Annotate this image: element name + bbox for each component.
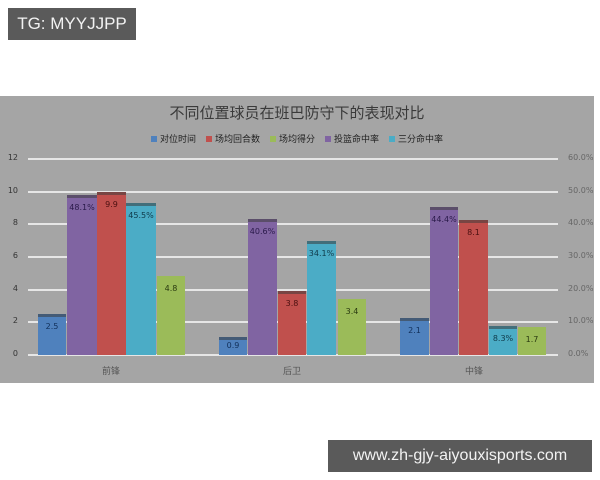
gridline xyxy=(28,256,558,258)
bar-3ppct-guard: 34.1% xyxy=(307,241,336,355)
gridline xyxy=(28,223,558,225)
legend-swatch-green xyxy=(269,135,276,142)
gridline xyxy=(28,158,558,160)
watermark-top: TG: MYYJJPP xyxy=(8,8,136,40)
bar-label: 40.6% xyxy=(249,227,276,236)
legend-label: 投篮命中率 xyxy=(334,135,380,145)
gridline xyxy=(28,191,558,193)
x-category-forward: 前锋 xyxy=(101,367,120,377)
bar-label: 48.1% xyxy=(69,203,95,212)
x-category-center: 中锋 xyxy=(464,367,483,377)
gridline-zero xyxy=(28,354,558,356)
bar-label: 3.4 xyxy=(345,307,359,316)
y-left-tick: 10 xyxy=(7,186,18,195)
bar-label: 8.1 xyxy=(467,228,480,237)
y-right-tick: 20.0% xyxy=(568,284,594,293)
y-left-tick: 6 xyxy=(12,251,18,260)
bar-points-center: 1.7 xyxy=(518,327,546,355)
chart-title: 不同位置球员在班巴防守下的表现对比 xyxy=(169,104,425,122)
legend-item-points: 场均得分 xyxy=(269,132,315,145)
legend-label: 对位时间 xyxy=(159,135,196,145)
bar-possessions-center: 8.1 xyxy=(459,220,488,355)
y-left-tick: 8 xyxy=(12,218,18,227)
legend-swatch-purple xyxy=(325,135,331,142)
bar-label: 45.5% xyxy=(128,211,154,220)
legend-label: 场均得分 xyxy=(278,135,315,145)
bar-label: 1.7 xyxy=(525,335,539,344)
legend-swatch-red xyxy=(205,135,212,142)
bar-label: 44.4% xyxy=(431,215,457,224)
bar-duration-forward: 2.5 xyxy=(38,314,66,355)
bar-label: 4.8 xyxy=(164,284,178,293)
y-right-tick: 0.0% xyxy=(568,349,589,358)
chart-legend: 对位时间 场均回合数 场均得分 投篮命中率 三分命中率 xyxy=(0,132,594,145)
bar-possessions-forward: 9.9 xyxy=(97,192,126,355)
bar-3ppct-center: 8.3% xyxy=(489,326,517,355)
legend-item-3p-pct: 三分命中率 xyxy=(389,132,443,145)
legend-label: 场均回合数 xyxy=(214,135,260,145)
legend-swatch-cyan xyxy=(389,135,396,142)
y-right-tick: 30.0% xyxy=(568,251,594,260)
y-right-tick: 40.0% xyxy=(568,218,594,227)
bar-label: 2.5 xyxy=(45,322,59,331)
y-left-tick: 12 xyxy=(7,153,18,162)
bar-duration-center: 2.1 xyxy=(400,318,429,355)
y-left-tick: 2 xyxy=(12,316,18,325)
bar-points-guard: 3.4 xyxy=(338,299,366,355)
y-left-tick: 4 xyxy=(12,284,18,293)
bar-label: 3.8 xyxy=(285,299,299,308)
y-right-tick: 50.0% xyxy=(568,186,594,195)
gridline xyxy=(28,289,558,291)
legend-swatch-blue xyxy=(150,135,157,142)
legend-label: 三分命中率 xyxy=(398,135,444,145)
bar-label: 0.9 xyxy=(226,341,240,350)
legend-item-duration: 对位时间 xyxy=(150,132,196,145)
bar-fgpct-guard: 40.6% xyxy=(248,219,277,355)
bar-label: 34.1% xyxy=(308,249,335,258)
bar-3ppct-forward: 45.5% xyxy=(126,203,156,355)
bar-points-forward: 4.8 xyxy=(157,276,185,355)
legend-item-fg-pct: 投篮命中率 xyxy=(325,132,379,145)
watermark-bottom: www.zh-gjy-aiyouxisports.com xyxy=(328,440,592,472)
y-right-tick: 10.0% xyxy=(568,316,594,325)
legend-item-possessions: 场均回合数 xyxy=(205,132,260,145)
bar-duration-guard: 0.9 xyxy=(219,337,247,355)
y-right-tick: 60.0% xyxy=(568,153,594,162)
bar-label: 8.3% xyxy=(492,334,514,343)
bar-possessions-guard: 3.8 xyxy=(278,291,306,355)
x-category-guard: 后卫 xyxy=(282,367,301,377)
y-left-tick: 0 xyxy=(12,349,18,358)
bar-fgpct-forward: 48.1% xyxy=(67,195,97,355)
bar-fgpct-center: 44.4% xyxy=(430,207,458,355)
bar-label: 2.1 xyxy=(408,326,421,335)
bar-label: 9.9 xyxy=(105,200,118,209)
chart-panel: 不同位置球员在班巴防守下的表现对比 对位时间 场均回合数 场均得分 投篮命中率 … xyxy=(0,96,594,383)
